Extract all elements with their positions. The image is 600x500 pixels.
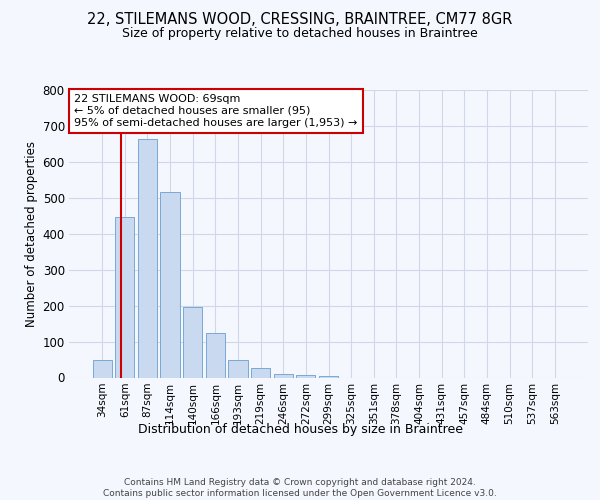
Bar	[274, 374, 293, 378]
Bar	[160, 192, 180, 378]
Text: 22 STILEMANS WOOD: 69sqm
← 5% of detached houses are smaller (95)
95% of semi-de: 22 STILEMANS WOOD: 69sqm ← 5% of detache…	[74, 94, 358, 128]
Bar	[319, 376, 338, 378]
Text: Distribution of detached houses by size in Braintree: Distribution of detached houses by size …	[137, 422, 463, 436]
Bar	[251, 368, 270, 378]
Bar	[206, 332, 225, 378]
Bar	[229, 360, 248, 378]
Bar	[115, 216, 134, 378]
Bar	[183, 306, 202, 378]
Text: 22, STILEMANS WOOD, CRESSING, BRAINTREE, CM77 8GR: 22, STILEMANS WOOD, CRESSING, BRAINTREE,…	[88, 12, 512, 28]
Text: Contains HM Land Registry data © Crown copyright and database right 2024.
Contai: Contains HM Land Registry data © Crown c…	[103, 478, 497, 498]
Bar	[138, 139, 157, 378]
Text: Size of property relative to detached houses in Braintree: Size of property relative to detached ho…	[122, 28, 478, 40]
Y-axis label: Number of detached properties: Number of detached properties	[25, 141, 38, 327]
Bar	[92, 360, 112, 378]
Bar	[296, 374, 316, 378]
